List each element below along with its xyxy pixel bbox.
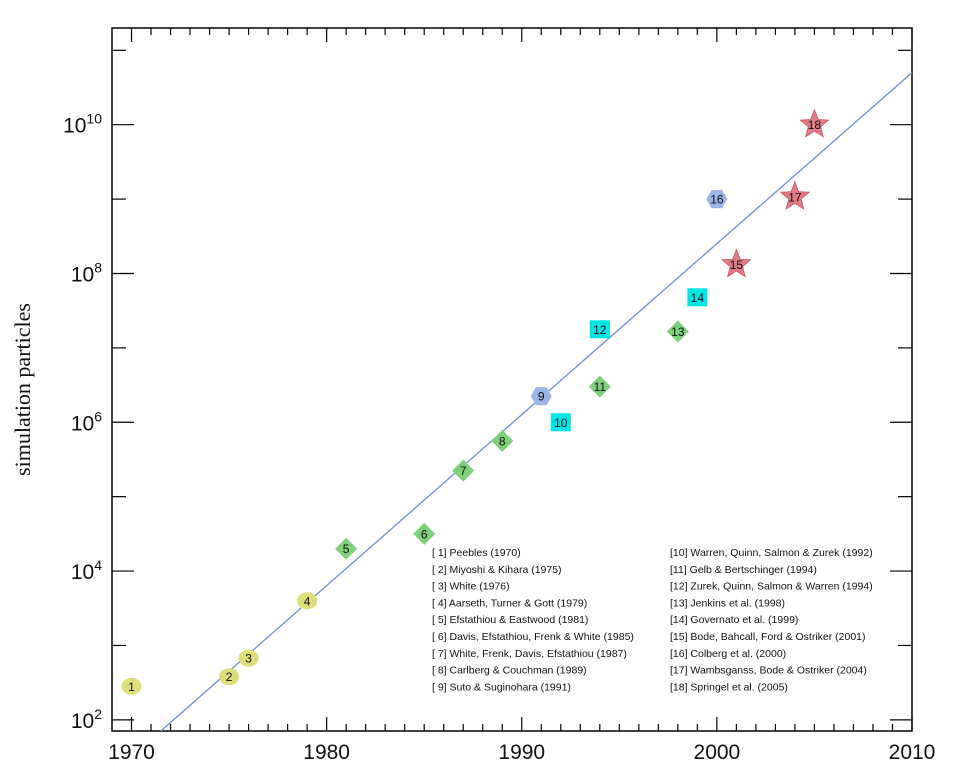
point-label: 9 xyxy=(538,390,545,404)
point-label: 2 xyxy=(226,670,233,684)
x-tick-label: 1990 xyxy=(498,741,545,764)
legend-entry: [ 7] White, Frenk, Davis, Efstathiou (19… xyxy=(432,648,627,660)
point-marker xyxy=(687,288,708,307)
point-label: 10 xyxy=(554,416,568,430)
data-point-1: 1 xyxy=(121,677,142,695)
point-label: 15 xyxy=(730,258,744,272)
data-point-6: 6 xyxy=(413,522,436,545)
legend-entry: [13] Jenkins et al. (1998) xyxy=(670,597,785,609)
legend-entry: [16] Colberg et al. (2000) xyxy=(670,648,786,660)
plot-frame xyxy=(111,27,913,732)
data-point-10: 10 xyxy=(550,413,571,432)
point-marker xyxy=(121,677,142,695)
data-point-14: 14 xyxy=(687,288,708,307)
axis-ticks xyxy=(112,28,913,731)
point-marker xyxy=(666,320,689,343)
point-label: 17 xyxy=(788,190,802,204)
point-marker xyxy=(219,668,240,686)
data-point-15: 15 xyxy=(721,248,752,278)
legend-entry: [10] Warren, Quinn, Salmon & Zurek (1992… xyxy=(670,547,873,559)
legend-entry: [ 3] White (1976) xyxy=(432,581,510,593)
legend-entry: [17] Wambsganss, Bode & Ostriker (2004) xyxy=(670,665,867,677)
point-label: 14 xyxy=(691,291,705,305)
data-point-7: 7 xyxy=(452,459,475,482)
legend-entry: [14] Governato et al. (1999) xyxy=(670,614,798,626)
data-point-4: 4 xyxy=(297,592,318,610)
legend-entry: [ 6] Davis, Efstathiou, Frenk & White (1… xyxy=(432,631,634,643)
legend-entry: [ 8] Carlberg & Couchman (1989) xyxy=(432,665,587,677)
point-label: 18 xyxy=(808,118,822,132)
y-axis-label: simulation particles xyxy=(10,303,35,476)
x-tick-label: 2010 xyxy=(889,741,936,764)
legend-entry: [ 4] Aarseth, Turner & Gott (1979) xyxy=(432,597,587,609)
y-tick-label: 1010 xyxy=(63,111,102,138)
data-point-8: 8 xyxy=(491,429,514,452)
point-label: 12 xyxy=(593,323,607,337)
data-point-11: 11 xyxy=(588,375,611,398)
point-marker xyxy=(413,522,436,545)
point-marker xyxy=(238,649,259,667)
y-tick-label: 106 xyxy=(71,408,102,435)
data-point-2: 2 xyxy=(219,668,240,686)
x-tick-label: 1970 xyxy=(108,741,155,764)
y-tick-label: 102 xyxy=(71,706,102,733)
point-marker xyxy=(799,108,830,138)
legend-entry: [18] Springel et al. (2005) xyxy=(670,681,788,693)
legend-entry: [12] Zurek, Quinn, Salmon & Warren (1994… xyxy=(670,581,873,593)
data-point-13: 13 xyxy=(666,320,689,343)
data-point-18: 18 xyxy=(799,108,830,138)
x-tick-label: 2000 xyxy=(694,741,741,764)
y-tick-labels: 102 104 106 108 1010 xyxy=(63,111,102,733)
legend-entry: [15] Bode, Bahcall, Ford & Ostriker (200… xyxy=(670,631,866,643)
y-tick-label: 108 xyxy=(71,259,102,286)
data-point-17: 17 xyxy=(779,180,811,210)
data-point-16: 16 xyxy=(706,190,728,209)
point-label: 16 xyxy=(710,193,724,207)
point-label: 13 xyxy=(671,325,685,339)
point-label: 1 xyxy=(128,680,135,694)
x-tick-labels: 1970 1980 1990 2000 2010 xyxy=(108,741,935,764)
x-tick-label: 1980 xyxy=(303,741,350,764)
point-label: 7 xyxy=(460,464,467,478)
point-label: 6 xyxy=(421,527,428,541)
y-tick-label: 104 xyxy=(71,557,102,584)
point-marker xyxy=(588,375,611,398)
point-marker xyxy=(589,320,610,339)
legend-entry: [ 9] Suto & Suginohara (1991) xyxy=(432,681,571,693)
point-label: 4 xyxy=(304,594,311,608)
point-marker xyxy=(721,248,752,278)
data-point-12: 12 xyxy=(589,320,610,339)
data-point-5: 5 xyxy=(335,537,358,560)
legend-entry: [ 2] Miyoshi & Kihara (1975) xyxy=(432,564,562,576)
point-marker xyxy=(706,190,728,209)
point-marker xyxy=(550,413,571,432)
legend-entry: [ 5] Efstathiou & Eastwood (1981) xyxy=(432,614,588,626)
point-marker xyxy=(530,387,552,406)
legend-entry: [11] Gelb & Bertschinger (1994) xyxy=(670,564,817,576)
point-marker xyxy=(297,592,318,610)
point-label: 5 xyxy=(343,542,350,556)
point-label: 3 xyxy=(245,652,252,666)
point-marker xyxy=(335,537,358,560)
point-marker xyxy=(779,180,811,210)
point-marker xyxy=(491,429,514,452)
data-point-9: 9 xyxy=(530,387,552,406)
point-label: 11 xyxy=(594,380,607,394)
point-marker xyxy=(452,459,475,482)
legend-entry: [ 1] Peebles (1970) xyxy=(432,547,521,559)
point-label: 8 xyxy=(499,434,506,448)
data-point-3: 3 xyxy=(238,649,259,667)
reference-legend: [ 1] Peebles (1970) [ 2] Miyoshi & Kihara… xyxy=(432,547,873,693)
